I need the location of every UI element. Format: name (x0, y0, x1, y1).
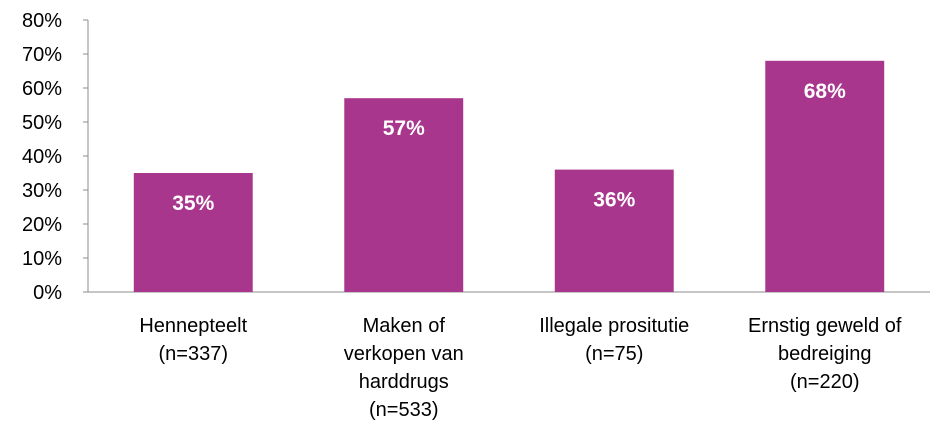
y-tick-label: 80% (22, 10, 62, 32)
category-label: Illegale prositutie (n=75) (539, 315, 689, 365)
category-labels: Hennepteelt (n=337) Maken of verkopen van ha… (139, 315, 902, 421)
y-tick-label: 60% (22, 78, 62, 100)
y-tick-label: 70% (22, 44, 62, 66)
data-label: 68% (804, 80, 846, 103)
y-tick-label: 10% (22, 248, 62, 270)
category-label-line: (n=337) (159, 343, 229, 365)
bar (765, 60, 885, 292)
category-label: Ernstig geweld of bedreiging (n=220) (748, 315, 902, 393)
data-label: 57% (383, 117, 425, 140)
y-tick-label: 20% (22, 214, 62, 236)
y-tick-label: 40% (22, 146, 62, 168)
category-label-line: harddrugs (359, 371, 449, 393)
category-label: Hennepteelt (n=337) (139, 315, 247, 365)
category-label: Maken of verkopen van harddrugs (n=533) (344, 315, 464, 421)
category-label-line: Maken of (363, 315, 446, 337)
category-label-line: (n=220) (790, 371, 860, 393)
category-label-line: verkopen van (344, 343, 464, 365)
category-label-line: Illegale prositutie (539, 315, 689, 337)
y-axis-ticks: 0% 10% 20% 30% 40% 50% 60% 70% 80% (22, 10, 88, 304)
category-label-line: (n=75) (585, 343, 643, 365)
y-tick-label: 0% (33, 282, 62, 304)
data-label: 36% (593, 189, 635, 212)
y-tick-label: 50% (22, 112, 62, 134)
bar (554, 169, 674, 292)
category-label-line: Ernstig geweld of (748, 315, 902, 337)
category-label-line: Hennepteelt (139, 315, 247, 337)
y-tick-label: 30% (22, 180, 62, 202)
bar (344, 98, 464, 292)
data-labels: 35% 57% 36% 68% (172, 80, 846, 215)
bar (133, 173, 253, 292)
category-label-line: (n=533) (369, 399, 439, 421)
bars (133, 60, 885, 292)
category-label-line: bedreiging (778, 343, 871, 365)
data-label: 35% (172, 192, 214, 215)
